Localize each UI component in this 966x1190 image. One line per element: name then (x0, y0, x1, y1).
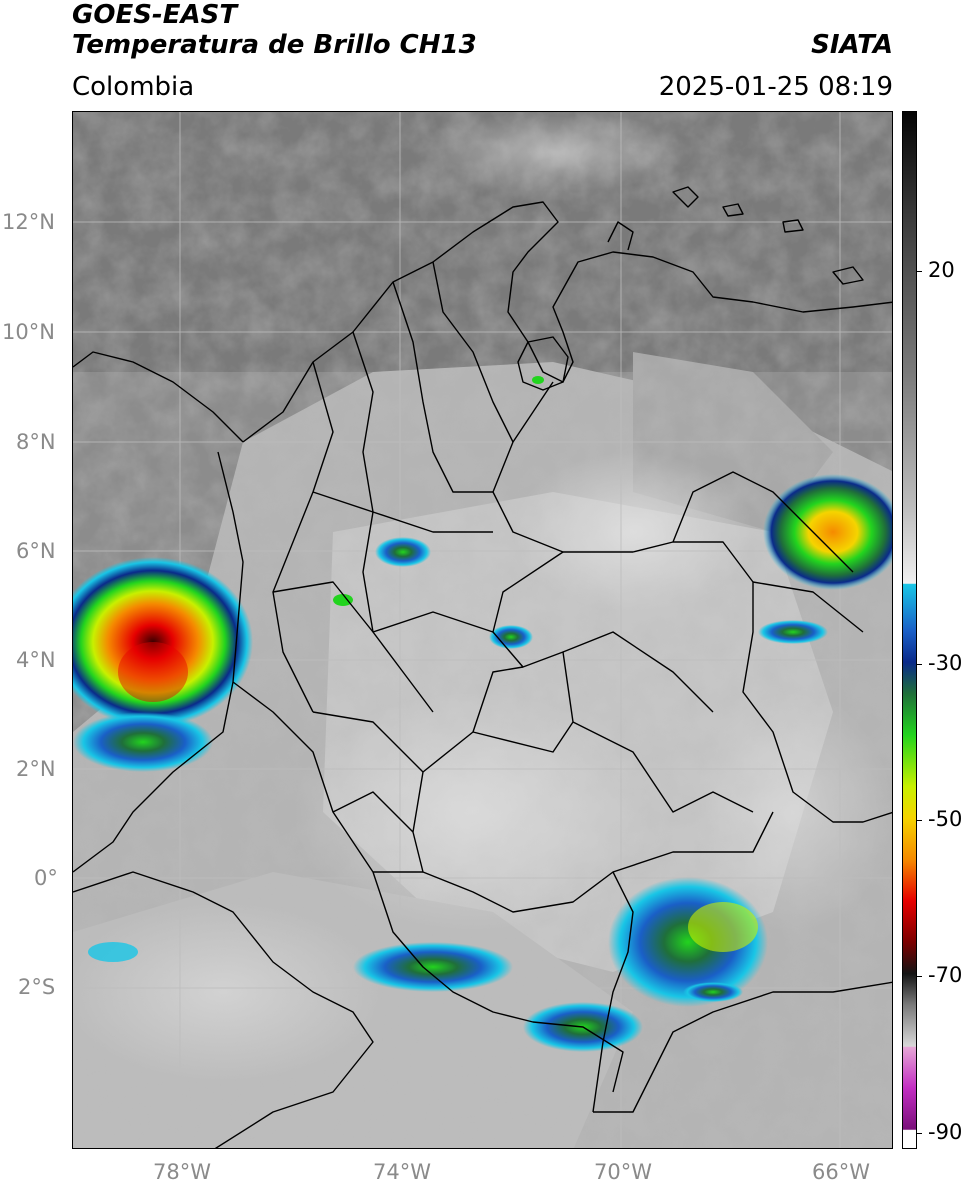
colorbar-tickmark (917, 976, 922, 977)
colorbar-tick-label: -70 (928, 963, 963, 987)
colorbar-gradient (903, 112, 916, 1148)
temperature-colorbar (902, 111, 917, 1149)
lat-label: 0° (34, 866, 58, 890)
lat-label: 2°N (16, 757, 56, 781)
lat-label: 4°N (16, 648, 56, 672)
region-name: Colombia (72, 72, 195, 102)
colorbar-tickmark (917, 271, 922, 272)
product-title: Temperatura de Brillo CH13 (72, 30, 477, 60)
colorbar-tick-label: -50 (928, 807, 963, 831)
lon-label: 66°W (812, 1160, 870, 1184)
lon-label: 78°W (153, 1160, 211, 1184)
colorbar-tick-label: -90 (928, 1120, 963, 1144)
lat-label: 10°N (2, 320, 55, 344)
lon-label: 70°W (594, 1160, 652, 1184)
colorbar-tickmark (917, 820, 922, 821)
colorbar-tick-label: 20 (928, 258, 955, 282)
lat-label: 8°N (16, 430, 56, 454)
map-canvas (73, 112, 892, 1148)
lat-label: 2°S (18, 975, 56, 999)
satellite-name: GOES-EAST (72, 0, 238, 30)
colorbar-tick-label: -30 (928, 651, 963, 675)
lon-label: 74°W (373, 1160, 431, 1184)
colorbar-tickmark (917, 1133, 922, 1134)
colorbar-tickmark (917, 664, 922, 665)
satellite-map[interactable] (72, 111, 893, 1149)
lat-label: 6°N (16, 539, 56, 563)
agency-name: SIATA (811, 30, 893, 60)
timestamp: 2025-01-25 08:19 (658, 72, 893, 102)
lat-label: 12°N (2, 210, 55, 234)
